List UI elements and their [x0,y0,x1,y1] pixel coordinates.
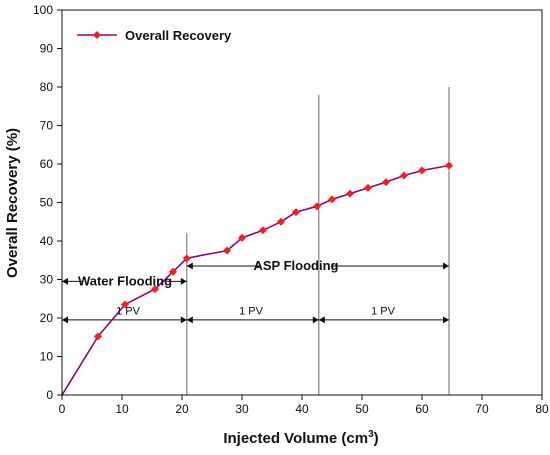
pore-volume-label: 1 PV [116,305,141,317]
x-tick-label: 40 [295,402,309,416]
y-tick-label: 50 [40,196,54,210]
data-point-marker [346,189,354,198]
y-tick-label: 80 [40,80,54,94]
arrow-head [312,316,319,324]
data-point-marker [382,178,390,187]
x-axis-title-suffix: ) [374,430,379,447]
y-tick-label: 30 [40,273,54,287]
y-tick-label: 90 [40,42,54,56]
data-point-marker [400,171,408,180]
y-tick-label: 40 [40,234,54,248]
legend: Overall Recovery [77,28,232,43]
legend-marker-swatch [93,31,101,39]
arrow-head [62,316,68,324]
data-point-marker [277,217,285,226]
y-tick-label: 10 [40,350,54,364]
arrow-head [443,262,449,270]
x-tick-label: 50 [355,402,369,416]
x-axis-title-text: Injected Volume (cm [223,430,368,447]
data-point-marker [94,332,102,341]
x-tick-label: 0 [59,402,66,416]
data-point-marker [328,195,336,204]
arrow-head [186,316,193,324]
arrow-head [62,277,68,285]
data-point-marker [259,226,267,235]
x-axis-title: Injected Volume (cm3) [223,429,378,447]
data-point-marker [418,166,426,175]
data-point-marker [292,208,300,217]
y-tick-label: 60 [40,157,54,171]
arrow-head [180,277,187,285]
annotation-lines-group [62,87,450,395]
arrow-head [186,262,193,270]
axes-group [61,9,543,396]
annotation-labels-group: Water Flooding ASP Flooding 1 PV 1 PV 1 PV [78,258,396,317]
arrow-head [443,316,449,324]
pore-volume-label: 1 PV [239,305,264,317]
pore-volume-label: 1 PV [371,305,396,317]
y-tick-label: 70 [40,119,54,133]
data-point-marker [182,254,191,263]
x-tick-label: 80 [535,402,549,416]
data-point-marker [151,285,159,294]
x-tick-label: 30 [235,402,249,416]
y-tick-label: 100 [33,3,53,17]
x-axis-title-superscript: 3 [368,429,374,440]
data-point-marker [223,246,231,255]
data-point-marker [169,267,177,276]
arrow-head [180,316,187,324]
y-tick-label: 20 [40,311,54,325]
x-tick-label: 60 [415,402,429,416]
y-tick-label: 0 [46,388,53,402]
arrow-head [318,316,325,324]
legend-series-label: Overall Recovery [125,28,232,43]
y-axis-title: Overall Recovery (%) [4,128,21,278]
x-tick-label: 70 [475,402,489,416]
series-group [61,161,453,396]
x-tick-label: 20 [175,402,189,416]
x-tick-label: 10 [115,402,129,416]
data-point-marker [313,202,321,211]
ticks-group: 0 10 20 30 40 50 60 70 80 0 10 20 30 40 50 60 70 80 90 100 [33,3,549,416]
phase-label: ASP Flooding [254,258,339,273]
plot-frame [61,9,543,396]
phase-label: Water Flooding [78,273,172,288]
data-point-marker [238,233,246,242]
data-point-marker [364,183,372,192]
data-point-marker [121,300,129,309]
data-point-marker [445,161,453,170]
